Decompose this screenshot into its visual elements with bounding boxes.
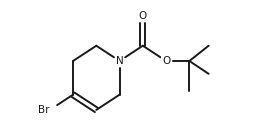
Text: Br: Br: [38, 105, 50, 115]
Text: O: O: [139, 11, 147, 21]
Text: N: N: [116, 56, 124, 66]
Text: O: O: [162, 56, 170, 66]
